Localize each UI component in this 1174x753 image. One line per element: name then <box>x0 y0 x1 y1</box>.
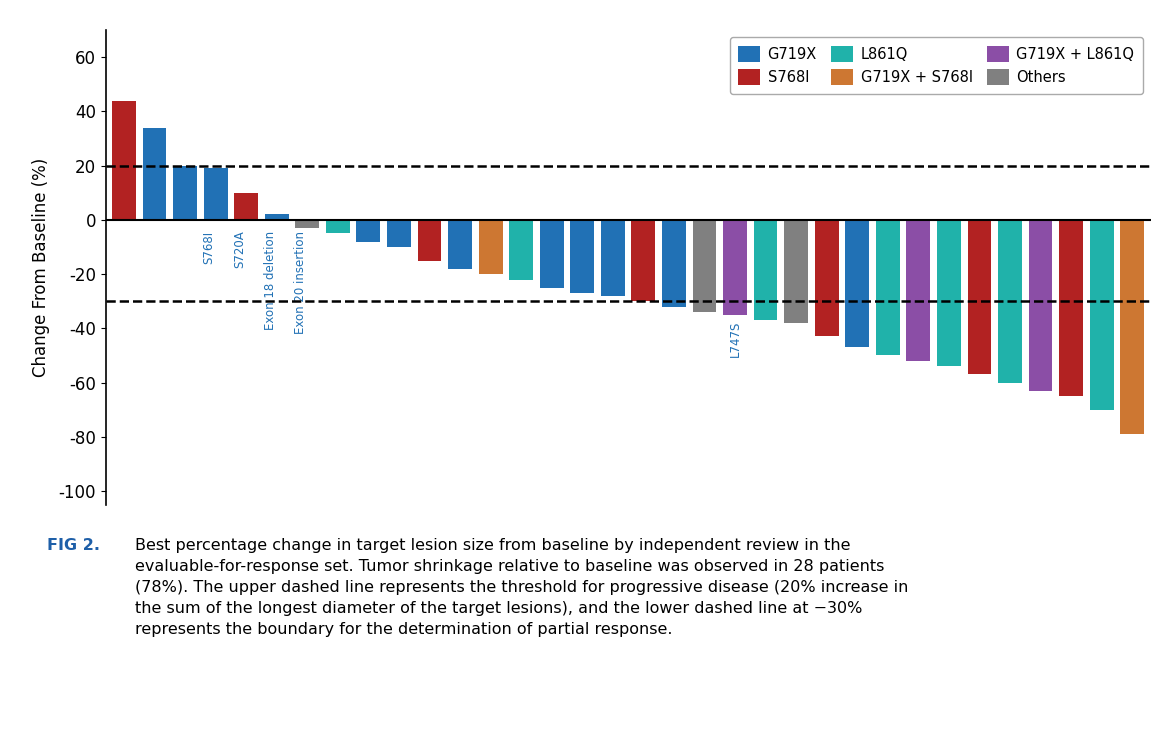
Bar <box>754 220 777 320</box>
Bar <box>265 215 289 220</box>
Bar <box>479 220 502 274</box>
Legend: G719X, S768I, L861Q, G719X + S768I, G719X + L861Q, Others: G719X, S768I, L861Q, G719X + S768I, G719… <box>730 38 1143 94</box>
Bar <box>1059 220 1082 396</box>
Bar <box>326 220 350 233</box>
Bar <box>906 220 930 361</box>
Bar <box>632 220 655 301</box>
Text: FIG 2.: FIG 2. <box>47 538 100 553</box>
Bar <box>662 220 686 306</box>
Bar <box>784 220 808 323</box>
Bar <box>1089 220 1114 410</box>
Bar <box>174 166 197 220</box>
Bar <box>357 220 380 242</box>
Bar <box>540 220 564 288</box>
Bar <box>296 220 319 228</box>
Bar <box>142 128 167 220</box>
Text: Exon 18 deletion: Exon 18 deletion <box>264 230 277 330</box>
Bar <box>845 220 869 347</box>
Bar <box>937 220 960 366</box>
Bar <box>571 220 594 293</box>
Bar <box>967 220 991 374</box>
Bar <box>815 220 838 337</box>
Bar <box>601 220 625 296</box>
Bar <box>998 220 1021 383</box>
Bar <box>693 220 716 312</box>
Text: Best percentage change in target lesion size from baseline by independent review: Best percentage change in target lesion … <box>135 538 909 637</box>
Bar <box>510 220 533 279</box>
Text: L747S: L747S <box>729 320 742 357</box>
Bar <box>387 220 411 247</box>
Bar <box>418 220 441 261</box>
Bar <box>112 101 136 220</box>
Bar <box>448 220 472 269</box>
Bar <box>723 220 747 315</box>
Bar <box>876 220 899 355</box>
Text: S720A: S720A <box>234 230 247 269</box>
Bar <box>204 169 228 220</box>
Text: Exon 20 insertion: Exon 20 insertion <box>295 230 308 334</box>
Bar <box>1028 220 1052 391</box>
Bar <box>235 193 258 220</box>
Text: S768I: S768I <box>203 230 216 264</box>
Y-axis label: Change From Baseline (%): Change From Baseline (%) <box>32 157 50 377</box>
Bar <box>1120 220 1145 434</box>
